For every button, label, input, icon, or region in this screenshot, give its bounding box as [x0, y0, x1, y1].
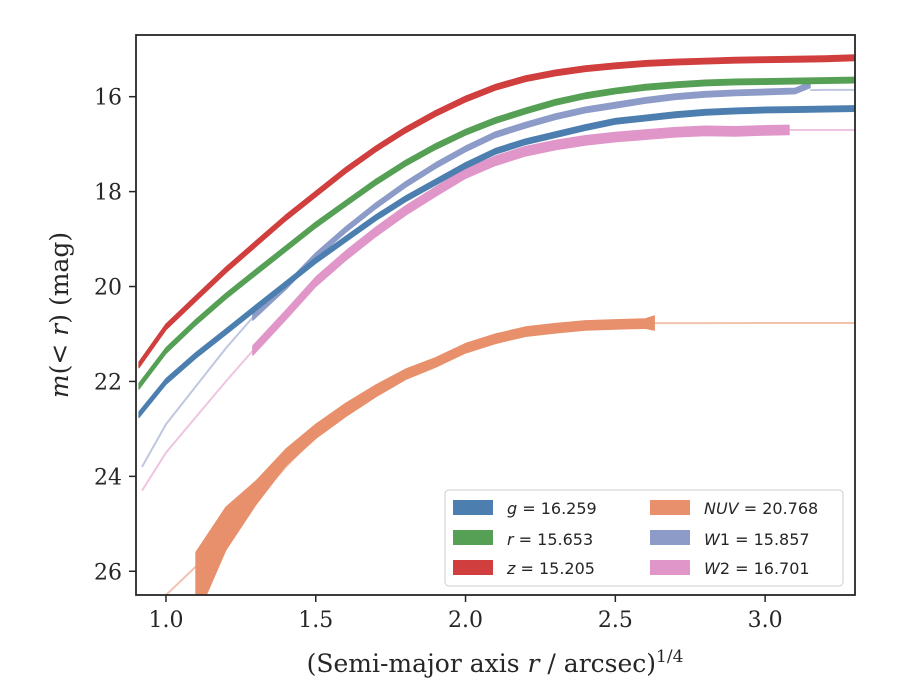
legend-label-z: z = 15.205 [506, 559, 595, 578]
legend-label-w2: W2 = 16.701 [704, 559, 810, 578]
x-tick-label: 2.0 [448, 608, 483, 633]
legend-swatch-w2 [650, 560, 690, 575]
y-axis-label: m(< r) (mag) [45, 232, 74, 398]
series-band-w2 [252, 124, 790, 356]
legend-swatch-r [453, 530, 493, 545]
model-curve-w2 [141, 349, 254, 492]
y-tick-label: 20 [94, 276, 122, 301]
y-tick-label: 22 [94, 370, 122, 395]
y-tick-label: 18 [94, 181, 122, 206]
y-tick-label: 24 [94, 465, 122, 490]
legend-swatch-w1 [650, 530, 690, 545]
x-tick-label: 1.5 [298, 608, 333, 633]
x-axis-label: (Semi-major axis r / arcsec)1/4 [307, 647, 684, 678]
series-band-nuv [195, 315, 655, 595]
x-tick-label: 1.0 [148, 608, 183, 633]
legend-swatch-nuv [650, 500, 690, 515]
y-tick-label: 26 [94, 560, 122, 585]
plot-frame [135, 34, 856, 596]
y-tick-label: 16 [94, 86, 122, 111]
model-curve-w1 [141, 316, 254, 468]
series-band-r [138, 76, 855, 390]
x-tick-label: 2.5 [598, 608, 633, 633]
legend-label-w1: W1 = 15.857 [704, 530, 810, 549]
legend: g = 16.259 r = 15.653 z = 15.205 NUV = 2… [444, 489, 844, 587]
legend-frame [444, 489, 844, 587]
series-band-z [138, 54, 855, 369]
x-axis-ticks: 1.0 1.5 2.0 2.5 3.0 [148, 595, 783, 633]
legend-label-g: g = 16.259 [507, 499, 597, 518]
legend-label-r: r = 15.653 [507, 530, 593, 549]
series-band-w1 [252, 81, 811, 321]
legend-swatch-g [453, 500, 493, 515]
legend-swatch-z [453, 560, 493, 575]
y-axis-ticks: 16 18 20 22 24 26 [94, 86, 136, 585]
series-band-g [138, 105, 855, 419]
x-tick-label: 3.0 [748, 608, 783, 633]
legend-label-nuv: NUV = 20.768 [704, 499, 818, 518]
series-layer [138, 54, 855, 595]
